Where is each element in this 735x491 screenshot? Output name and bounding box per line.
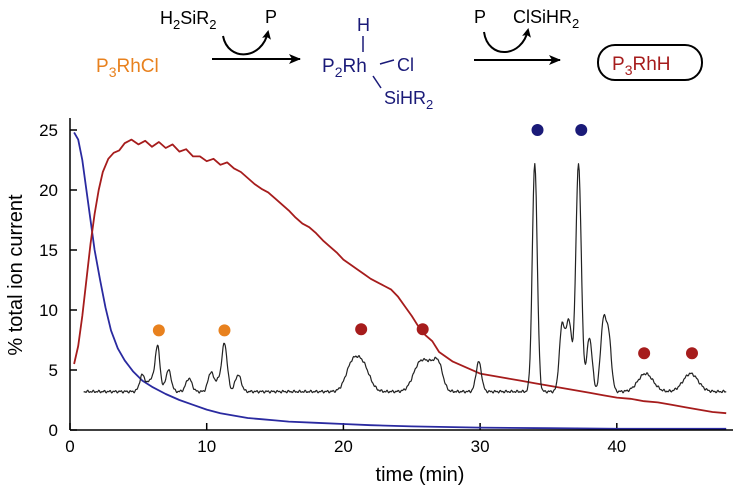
released-chlorosilane: ClSiHR2 [513, 7, 579, 31]
released-phosphine-1: P [265, 7, 277, 27]
x-axis-label: time (min) [376, 464, 465, 486]
product-label: P3RhH [612, 54, 671, 78]
y-tick-label: 5 [49, 361, 58, 380]
curved-arrow-2 [483, 28, 531, 53]
rh-si-bond [372, 75, 382, 89]
x-tick-label: 30 [471, 437, 490, 456]
peak-marker [416, 323, 429, 336]
intermediate-core: P2Rh [322, 56, 367, 80]
axis-ticks: 0 10 20 30 40 0 5 10 15 20 25 [39, 121, 626, 456]
chart-series [73, 131, 727, 430]
y-tick-label: 20 [39, 181, 58, 200]
product-box [597, 44, 703, 81]
peak-marker [531, 124, 544, 136]
chart: 0 10 20 30 40 0 5 10 15 20 25 time (min) % total i… [5, 118, 733, 486]
p3rhh-trace [73, 138, 727, 415]
peak-marker [355, 323, 368, 336]
intermediate-hydride: H [357, 15, 370, 35]
x-tick-label: 0 [65, 437, 74, 456]
y-tick-label: 10 [39, 301, 58, 320]
curved-arrow-1 [222, 30, 271, 56]
intermediate-complex: H P2Rh Cl SiHR2 [322, 15, 433, 112]
ion-chromatogram-line [83, 163, 727, 394]
rh-cl-bond [379, 59, 395, 65]
intermediate-chloride: Cl [397, 55, 414, 75]
peak-marker [575, 124, 588, 136]
peak-markers [152, 124, 698, 360]
p3rhcl-trace [73, 131, 727, 430]
peak-marker [152, 324, 165, 337]
x-tick-label: 40 [607, 437, 626, 456]
y-axis-label: % total ion current [5, 194, 27, 356]
silane-reagent-label: H2SiR2 [160, 8, 216, 32]
y-tick-label: 25 [39, 121, 58, 140]
reaction-scheme: P3RhCl H2SiR2 P H P2Rh Cl SiHR2 P ClSiHR… [96, 7, 703, 112]
y-tick-label: 15 [39, 241, 58, 260]
x-tick-label: 20 [334, 437, 353, 456]
peak-marker [685, 347, 698, 360]
intermediate-silyl: SiHR2 [384, 88, 433, 112]
peak-marker [218, 324, 231, 337]
peak-marker [638, 347, 651, 360]
y-tick-label: 0 [49, 421, 58, 440]
x-tick-label: 10 [197, 437, 216, 456]
reactant-label: P3RhCl [96, 56, 159, 80]
added-phosphine-2: P [474, 7, 486, 27]
